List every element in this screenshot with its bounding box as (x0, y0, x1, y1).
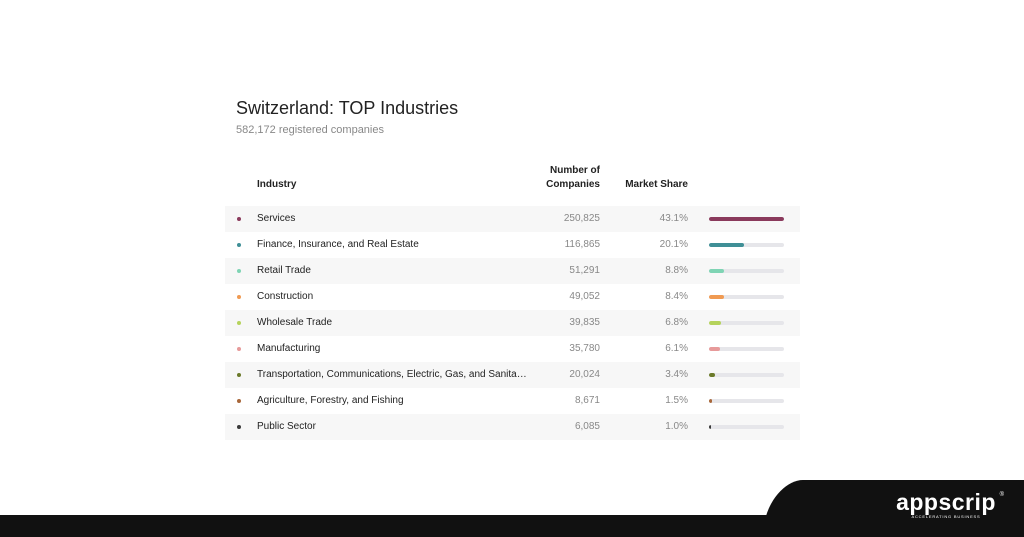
company-count: 8,671 (574, 395, 600, 406)
market-share-bar-track (709, 399, 784, 403)
legend-dot-icon (237, 399, 241, 403)
market-share-label: 6.8% (665, 317, 688, 328)
table-header: Industry Number of Companies Market Shar… (225, 162, 800, 202)
chart-title: Switzerland: TOP Industries (236, 98, 459, 118)
market-share-label: 43.1% (659, 213, 688, 224)
industry-name: Services (257, 213, 296, 224)
chart-subtitle: 582,172 registered companies (236, 124, 384, 136)
legend-dot-icon (237, 425, 241, 429)
legend-dot-icon (237, 373, 241, 377)
column-header-number-line2: Companies (546, 179, 600, 190)
brand-tagline: ACCELERATING BUSINESS (911, 514, 981, 519)
registered-mark: ® (999, 492, 1004, 498)
table-row: Transportation, Communications, Electric… (225, 362, 800, 388)
market-share-bar-track (709, 295, 784, 299)
column-header-industry: Industry (257, 179, 297, 190)
market-share-bar-track (709, 347, 784, 351)
company-count: 35,780 (569, 343, 600, 354)
industry-name: Public Sector (257, 421, 316, 432)
table-row: Retail Trade 51,291 8.8% (225, 258, 800, 284)
legend-dot-icon (237, 321, 241, 325)
footer-band (0, 515, 1024, 537)
market-share-bar (709, 373, 715, 377)
column-header-number-line1: Number of (550, 165, 600, 176)
table-row: Manufacturing 35,780 6.1% (225, 336, 800, 362)
legend-dot-icon (237, 295, 241, 299)
market-share-label: 3.4% (665, 369, 688, 380)
market-share-bar (709, 217, 784, 221)
company-count: 6,085 (574, 421, 600, 432)
legend-dot-icon (237, 243, 241, 247)
market-share-bar-track (709, 425, 784, 429)
market-share-bar (709, 269, 725, 273)
brand-logo: appscrip ® ACCELERATING BUSINESS (888, 490, 1004, 519)
market-share-bar (709, 347, 720, 351)
market-share-bar (709, 295, 724, 299)
table-row: Construction 49,052 8.4% (225, 284, 800, 310)
market-share-bar-track (709, 217, 784, 221)
market-share-label: 8.8% (665, 265, 688, 276)
company-count: 20,024 (569, 369, 600, 380)
table-row: Services 250,825 43.1% (225, 206, 800, 232)
market-share-label: 20.1% (659, 239, 688, 250)
legend-dot-icon (237, 347, 241, 351)
market-share-bar-track (709, 243, 784, 247)
market-share-bar-track (709, 269, 784, 273)
market-share-bar (709, 243, 744, 247)
market-share-label: 6.1% (665, 343, 688, 354)
column-header-market-share: Market Share (625, 179, 688, 190)
market-share-bar (709, 399, 712, 403)
legend-dot-icon (237, 217, 241, 221)
legend-dot-icon (237, 269, 241, 273)
market-share-bar (709, 321, 721, 325)
market-share-bar (709, 425, 711, 429)
table-row: Wholesale Trade 39,835 6.8% (225, 310, 800, 336)
company-count: 39,835 (569, 317, 600, 328)
market-share-bar-track (709, 373, 784, 377)
industry-name: Transportation, Communications, Electric… (257, 369, 527, 380)
company-count: 250,825 (563, 213, 600, 224)
market-share-label: 1.5% (665, 395, 688, 406)
market-share-bar-track (709, 321, 784, 325)
industry-name: Manufacturing (257, 343, 321, 354)
industry-name: Retail Trade (257, 265, 311, 276)
company-count: 116,865 (564, 239, 600, 250)
table-row: Finance, Insurance, and Real Estate 116,8… (225, 232, 800, 258)
industry-name: Finance, Insurance, and Real Estate (257, 239, 419, 250)
brand-logo-text: appscrip (896, 489, 996, 515)
table-body: Services 250,825 43.1% Finance, Insurance, … (225, 206, 800, 440)
company-count: 49,052 (569, 291, 600, 302)
company-count: 51,291 (569, 265, 600, 276)
market-share-label: 1.0% (665, 421, 688, 432)
industry-name: Construction (257, 291, 314, 302)
market-share-label: 8.4% (665, 291, 688, 302)
industry-name: Agriculture, Forestry, and Fishing (257, 395, 404, 406)
table-row: Public Sector 6,085 1.0% (225, 414, 800, 440)
table-row: Agriculture, Forestry, and Fishing 8,671 1… (225, 388, 800, 414)
column-header-number: Number of Companies (510, 164, 600, 192)
industry-name: Wholesale Trade (257, 317, 333, 328)
